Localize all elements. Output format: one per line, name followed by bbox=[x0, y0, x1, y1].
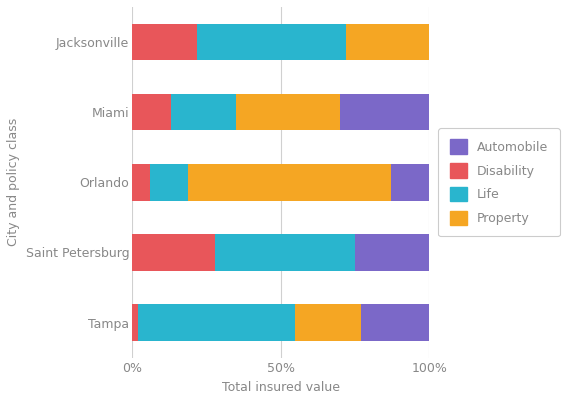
Bar bbox=[215, 234, 355, 271]
Bar bbox=[355, 234, 429, 271]
Bar bbox=[132, 164, 150, 200]
Bar bbox=[132, 304, 138, 341]
Bar bbox=[170, 94, 236, 130]
Bar bbox=[189, 164, 391, 200]
Bar bbox=[138, 304, 295, 341]
Bar bbox=[132, 234, 215, 271]
Bar bbox=[197, 24, 346, 60]
Legend: Automobile, Disability, Life, Property: Automobile, Disability, Life, Property bbox=[438, 128, 559, 237]
Bar bbox=[150, 164, 189, 200]
Bar bbox=[361, 304, 429, 341]
Bar bbox=[340, 94, 429, 130]
Y-axis label: City and policy class: City and policy class bbox=[7, 118, 20, 247]
X-axis label: Total insured value: Total insured value bbox=[222, 381, 340, 394]
Bar bbox=[236, 94, 340, 130]
Bar bbox=[132, 24, 197, 60]
Bar bbox=[295, 304, 361, 341]
Bar bbox=[391, 164, 429, 200]
Bar bbox=[346, 24, 429, 60]
Bar bbox=[132, 94, 170, 130]
